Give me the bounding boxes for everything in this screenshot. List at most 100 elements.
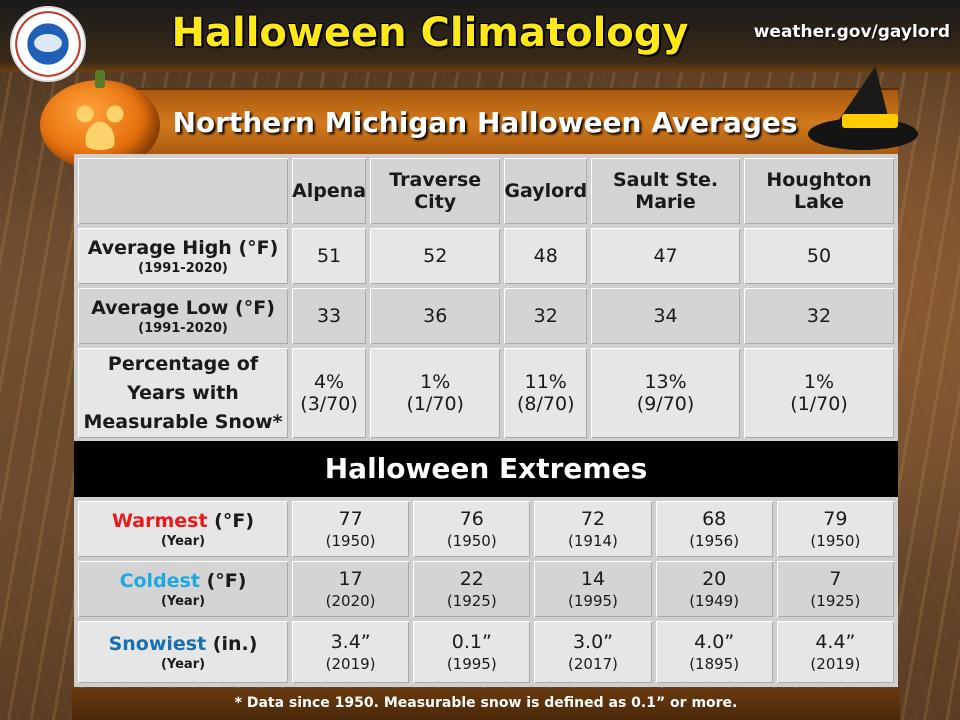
unit: (°F) xyxy=(207,509,255,532)
average-high-label: Average High (°F) xyxy=(87,236,279,259)
fraction: (8/70) xyxy=(516,393,575,415)
value-cell: 50 xyxy=(743,228,894,284)
percent: 1% xyxy=(420,371,451,393)
table-row: Percentage of Years with Measurable Snow… xyxy=(78,348,894,438)
year: (1956) xyxy=(689,532,740,550)
percent: 4% xyxy=(313,371,345,393)
header-bar: Halloween Climatology weather.gov/gaylor… xyxy=(0,0,960,82)
value-cell: 3.4” (2019) xyxy=(292,621,410,683)
year-label: (Year) xyxy=(160,593,206,609)
value: 68 xyxy=(702,508,727,530)
value: 17 xyxy=(338,568,363,590)
witch-hat-icon xyxy=(808,61,918,156)
year: (1950) xyxy=(325,532,376,550)
row-label: Average High (°F) (1991-2020) xyxy=(78,228,288,284)
value-cell: 4.4” (2019) xyxy=(776,621,894,683)
fraction: (1/70) xyxy=(406,393,464,415)
coldest-word: Coldest xyxy=(119,569,200,592)
table-row: Average Low (°F) (1991-2020) 33 36 32 34… xyxy=(78,288,894,344)
value-cell: 11% (8/70) xyxy=(504,348,588,438)
value-cell: 36 xyxy=(370,288,501,344)
city-header: Sault Ste. Marie xyxy=(591,158,740,224)
warmest-word: Warmest xyxy=(111,509,208,532)
value: 14 xyxy=(580,568,606,590)
percent: 1% xyxy=(803,371,835,393)
nws-logo-icon xyxy=(10,6,86,82)
fraction: (1/70) xyxy=(790,393,848,415)
corner-cell xyxy=(78,158,288,224)
row-label: Coldest (°F) (Year) xyxy=(78,561,288,617)
value: 77 xyxy=(338,508,363,530)
value-cell: 33 xyxy=(292,288,367,344)
table-row: Warmest (°F) (Year) 77 (1950) 76 (1950) 72… xyxy=(78,501,894,557)
jack-o-lantern-icon xyxy=(40,70,160,170)
year: (1995) xyxy=(446,655,497,673)
value-cell: 47 xyxy=(591,228,740,284)
value-cell: 22 (1925) xyxy=(413,561,531,617)
value-cell: 32 xyxy=(743,288,894,344)
year: (1949) xyxy=(689,592,740,610)
value: 7 xyxy=(829,568,842,590)
value: 3.0” xyxy=(572,631,613,653)
value-cell: 77 (1950) xyxy=(292,501,410,557)
averages-table: Alpena Traverse City Gaylord Sault Ste. … xyxy=(74,154,898,442)
year: (1925) xyxy=(446,592,497,610)
value: 3.4” xyxy=(330,631,371,653)
value-cell: 79 (1950) xyxy=(776,501,894,557)
percent: 11% xyxy=(524,371,567,393)
website-link[interactable]: weather.gov/gaylord xyxy=(753,22,950,42)
value-cell: 0.1” (1995) xyxy=(413,621,531,683)
subtitle-bar xyxy=(72,88,898,156)
value-cell: 1% (1/70) xyxy=(370,348,501,438)
extremes-title: Halloween Extremes xyxy=(74,441,898,497)
value: 4.0” xyxy=(694,631,735,653)
table-row: Coldest (°F) (Year) 17 (2020) 22 (1925) 14… xyxy=(78,561,894,617)
page-title: Halloween Climatology xyxy=(171,10,689,56)
city-header: Traverse City xyxy=(370,158,501,224)
year: (1995) xyxy=(568,592,618,610)
year: (2019) xyxy=(325,655,376,673)
value: 79 xyxy=(823,508,848,530)
year: (2020) xyxy=(325,592,376,610)
year: (2019) xyxy=(810,655,861,673)
year-label: (Year) xyxy=(160,533,206,549)
value-cell: 34 xyxy=(591,288,740,344)
year: (2017) xyxy=(568,655,618,673)
snowiest-word: Snowiest xyxy=(108,632,207,655)
value-cell: 3.0” (2017) xyxy=(534,621,652,683)
year: (1950) xyxy=(446,532,497,550)
value-cell: 14 (1995) xyxy=(534,561,652,617)
value-cell: 4% (3/70) xyxy=(292,348,367,438)
value-cell: 32 xyxy=(504,288,588,344)
period-label: (1991-2020) xyxy=(138,320,228,336)
row-label: Snowiest (in.) (Year) xyxy=(78,621,288,683)
value-cell: 1% (1/70) xyxy=(743,348,894,438)
year-label: (Year) xyxy=(160,656,206,672)
extremes-table: Warmest (°F) (Year) 77 (1950) 76 (1950) 72… xyxy=(74,497,898,687)
value-cell: 17 (2020) xyxy=(292,561,410,617)
table-row: Snowiest (in.) (Year) 3.4” (2019) 0.1” (19… xyxy=(78,621,894,683)
year: (1925) xyxy=(810,592,861,610)
value-cell: 68 (1956) xyxy=(655,501,773,557)
row-label: Warmest (°F) (Year) xyxy=(78,501,288,557)
average-low-label: Average Low (°F) xyxy=(91,296,275,319)
value-cell: 7 (1925) xyxy=(776,561,894,617)
city-header: Gaylord xyxy=(504,158,588,224)
unit: (°F) xyxy=(199,569,247,592)
value-cell: 20 (1949) xyxy=(655,561,773,617)
value: 72 xyxy=(580,508,606,530)
year: (1950) xyxy=(810,532,861,550)
year: (1914) xyxy=(568,532,618,550)
value: 22 xyxy=(459,568,484,590)
value-cell: 72 (1914) xyxy=(534,501,652,557)
fraction: (9/70) xyxy=(636,393,695,415)
unit: (in.) xyxy=(206,632,258,655)
period-label: (1991-2020) xyxy=(138,260,228,276)
value-cell: 51 xyxy=(292,228,367,284)
percent: 13% xyxy=(644,371,687,393)
snow-percentage-label: Percentage of Years with Measurable Snow… xyxy=(78,348,288,438)
fraction: (3/70) xyxy=(300,393,358,415)
value: 76 xyxy=(459,508,484,530)
value-cell: 4.0” (1895) xyxy=(655,621,773,683)
year: (1895) xyxy=(689,655,740,673)
